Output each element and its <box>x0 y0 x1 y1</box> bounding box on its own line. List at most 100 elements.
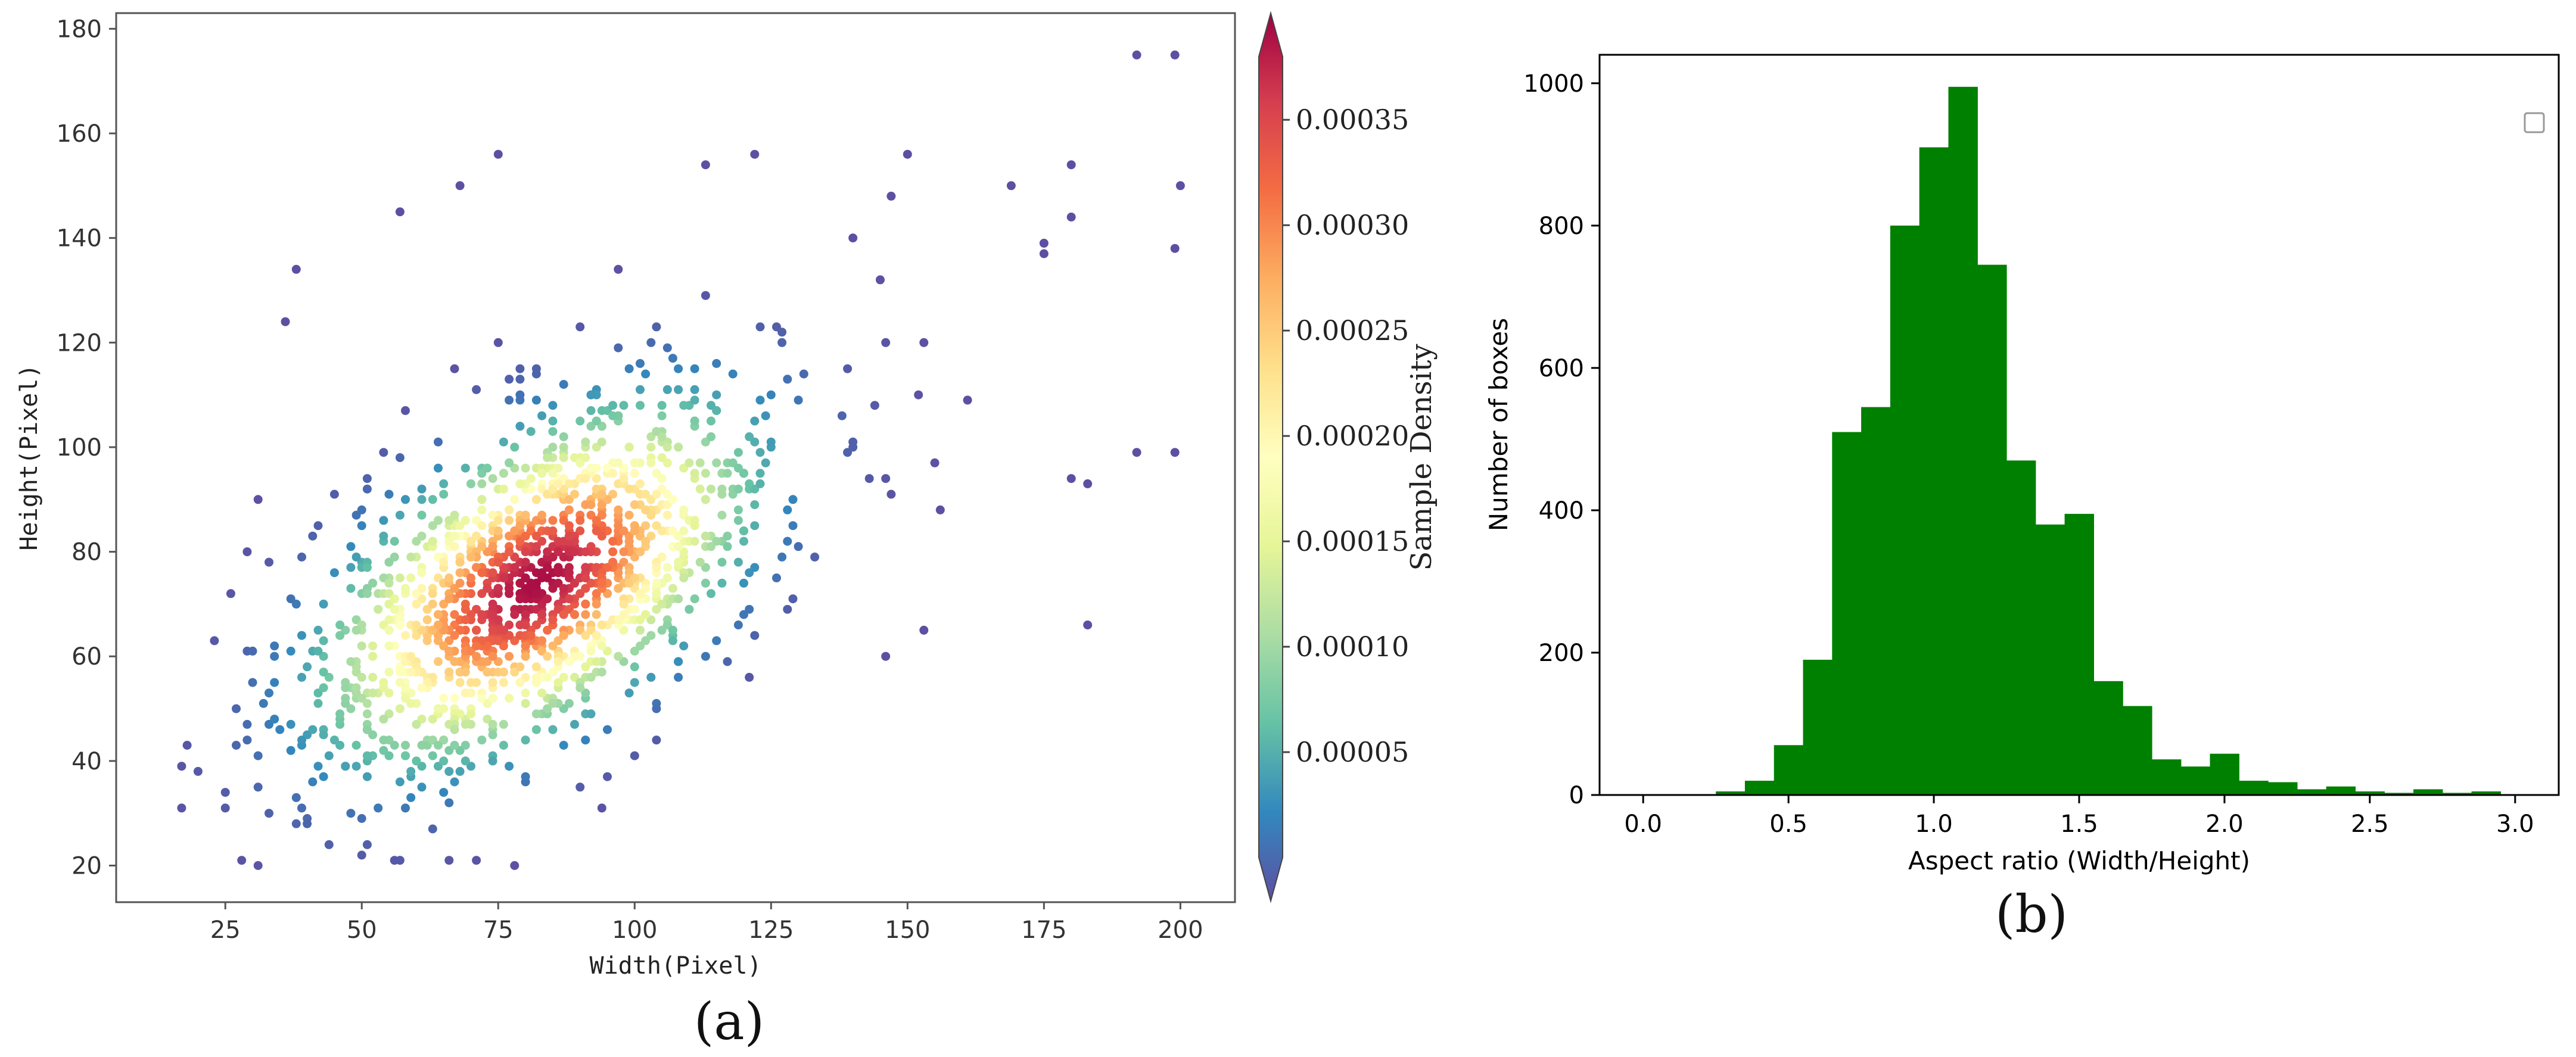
scatter-point <box>515 662 525 672</box>
scatter-point <box>521 641 530 651</box>
scatter-point <box>362 699 372 708</box>
scatter-point <box>379 516 388 525</box>
scatter-point <box>417 510 427 520</box>
scatter-point <box>362 709 372 719</box>
scatter-point <box>477 495 487 504</box>
scatter-point <box>357 850 366 860</box>
scatter-point <box>679 505 689 515</box>
scatter-point <box>553 657 563 666</box>
scatter-point <box>586 646 596 656</box>
scatter-point <box>412 719 421 729</box>
scatter-point <box>265 809 273 818</box>
scatter-point <box>755 479 765 488</box>
scatter-point <box>428 824 437 834</box>
scatter-point <box>521 547 530 557</box>
scatter-point <box>351 741 361 750</box>
scatter-point <box>362 563 372 572</box>
scatter-point <box>1006 181 1016 191</box>
colorbar-tick-label: 0.00020 <box>1296 420 1409 452</box>
histogram-bar <box>2239 781 2269 795</box>
colorbar-ticks: 0.00005 0.00010 0.00015 0.00020 0.00025 0.000… <box>1283 104 1409 768</box>
scatter-point <box>586 406 596 415</box>
scatter-point <box>232 704 241 713</box>
scatter-point <box>624 688 634 698</box>
scatter-point <box>324 751 334 760</box>
scatter-point <box>1066 213 1076 222</box>
scatter-point <box>499 668 508 677</box>
scatter-point <box>723 657 732 666</box>
scatter-point <box>548 416 558 426</box>
scatter-point <box>417 782 427 792</box>
scatter-point <box>548 427 558 436</box>
panel-caption-b: (b) <box>1995 885 2068 944</box>
scatter-point <box>701 291 710 300</box>
scatter-point <box>434 463 443 473</box>
scatter-point <box>652 563 661 572</box>
y-tick-label: 140 <box>57 225 102 252</box>
scatter-point <box>499 484 508 494</box>
scatter-point <box>346 657 356 666</box>
scatter-point <box>434 516 443 525</box>
scatter-point <box>553 547 563 557</box>
scatter-point <box>581 735 590 745</box>
scatter-point <box>488 610 497 619</box>
scatter-point <box>313 762 323 771</box>
y-tick-label: 40 <box>71 748 102 775</box>
scatter-point <box>439 756 449 766</box>
scatter-point <box>461 756 470 766</box>
scatter-point <box>581 610 590 619</box>
scatter-point <box>690 395 699 405</box>
scatter-point <box>766 437 776 447</box>
scatter-point <box>679 401 689 410</box>
scatter-point <box>505 375 514 384</box>
scatter-point <box>455 557 465 567</box>
scatter-point <box>270 678 279 687</box>
scatter-point <box>624 510 634 520</box>
histogram-bar <box>2471 791 2501 795</box>
colorbar-tick-label: 0.00030 <box>1296 209 1409 241</box>
histogram-bar <box>2268 782 2298 795</box>
scatter-point <box>499 625 508 635</box>
scatter-point <box>701 469 710 478</box>
scatter-point <box>368 578 378 588</box>
histogram-bar <box>2297 789 2327 795</box>
scatter-point <box>570 489 579 499</box>
scatter-point <box>603 772 612 781</box>
x-tick-label: 2.5 <box>2351 810 2389 838</box>
scatter-point <box>390 741 399 750</box>
histogram-bar <box>1890 225 1920 795</box>
scatter-point <box>919 625 929 635</box>
scatter-point <box>477 568 487 578</box>
histogram-bar <box>1774 745 1804 795</box>
scatter-point <box>368 641 378 651</box>
scatter-point <box>444 646 454 656</box>
scatter-point <box>848 437 858 447</box>
x-tick-label: 100 <box>612 916 657 944</box>
scatter-point <box>794 542 803 551</box>
scatter-point <box>559 584 568 593</box>
scatter-point <box>444 766 454 776</box>
scatter-point <box>755 469 765 478</box>
scatter-point <box>624 484 634 494</box>
scatter-point <box>1170 50 1180 60</box>
scatter-point <box>379 746 388 755</box>
scatter-point <box>291 264 301 274</box>
scatter-point <box>755 322 765 332</box>
scatter-point <box>493 526 503 535</box>
scatter-point <box>799 369 808 379</box>
scatter-point <box>434 621 443 629</box>
scatter-point <box>581 584 590 593</box>
scatter-point <box>499 678 508 687</box>
scatter-point <box>493 149 503 159</box>
scatter-point <box>679 573 689 582</box>
scatter-point <box>690 364 699 373</box>
scatter-point <box>597 578 606 588</box>
scatter-point <box>265 557 273 567</box>
scatter-point <box>564 563 574 572</box>
scatter-point <box>362 840 372 849</box>
scatter-point <box>903 149 912 159</box>
x-tick-label: 200 <box>1158 916 1203 944</box>
scatter-point <box>346 584 356 593</box>
scatter-point <box>668 354 677 363</box>
histogram-bar <box>2442 793 2472 795</box>
